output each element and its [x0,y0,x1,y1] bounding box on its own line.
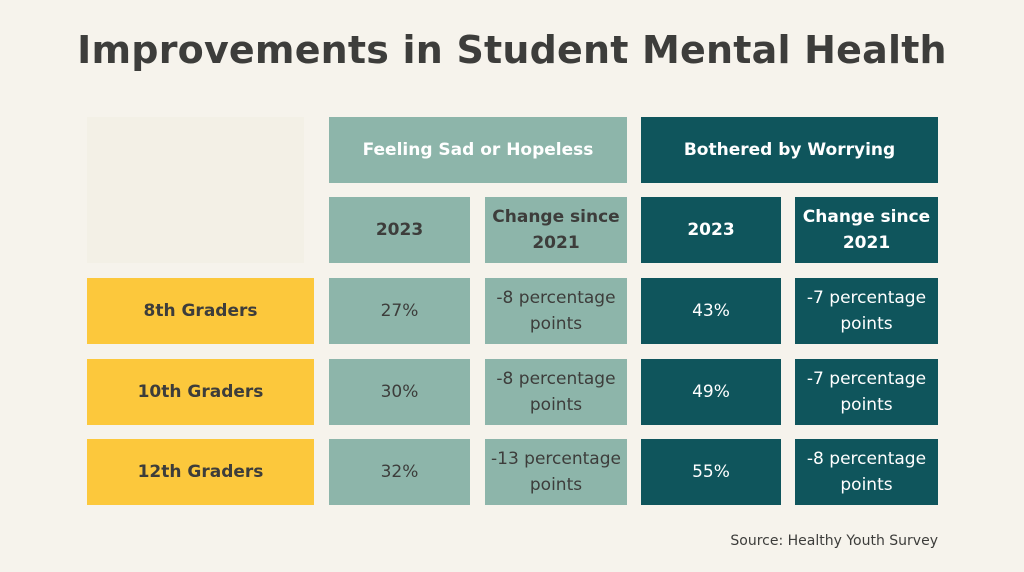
table-corner [87,117,304,263]
cell-value: -8 percentage points [496,369,616,415]
column-header-label: 2023 [687,220,735,240]
cell-value: 55% [692,462,730,482]
cell-worry-2023: 43% [641,278,781,344]
cell-worry-2023: 49% [641,359,781,425]
cell-worry-change: -7 percentage points [795,359,938,425]
cell-sad-change: -13 percentage points [485,439,627,505]
cell-value: 30% [380,382,419,402]
column-header-sad-2023: 2023 [329,197,470,263]
group-header-sad-hopeless: Feeling Sad or Hopeless [329,117,627,183]
group-header-label: Feeling Sad or Hopeless [362,140,594,160]
cell-value: -13 percentage points [491,449,621,495]
cell-sad-change: -8 percentage points [485,359,627,425]
row-label-text: 8th Graders [143,301,258,321]
row-label-text: 12th Graders [137,462,264,482]
cell-value: 43% [692,301,730,321]
group-header-label: Bothered by Worrying [683,140,896,160]
source-note: Source: Healthy Youth Survey [730,533,938,549]
cell-value: -7 percentage points [806,288,927,334]
column-header-label: Change since 2021 [492,207,620,253]
cell-sad-2023: 30% [329,359,470,425]
cell-sad-change: -8 percentage points [485,278,627,344]
row-label-text: 10th Graders [137,382,264,402]
cell-sad-2023: 32% [329,439,470,505]
cell-value: -8 percentage points [806,449,927,495]
column-header-worry-change: Change since 2021 [795,197,938,263]
cell-value: 49% [692,382,730,402]
row-label-10th: 10th Graders [87,359,314,425]
cell-value: 32% [380,462,419,482]
cell-sad-2023: 27% [329,278,470,344]
row-label-12th: 12th Graders [87,439,314,505]
column-header-label: 2023 [375,220,424,240]
column-header-worry-2023: 2023 [641,197,781,263]
column-header-sad-change: Change since 2021 [485,197,627,263]
cell-value: -7 percentage points [806,369,927,415]
column-header-label: Change since 2021 [802,207,931,253]
page-title: Improvements in Student Mental Health [77,28,947,72]
group-header-worrying: Bothered by Worrying [641,117,938,183]
cell-worry-change: -7 percentage points [795,278,938,344]
row-label-8th: 8th Graders [87,278,314,344]
cell-value: -8 percentage points [496,288,616,334]
cell-worry-change: -8 percentage points [795,439,938,505]
cell-worry-2023: 55% [641,439,781,505]
cell-value: 27% [380,301,419,321]
